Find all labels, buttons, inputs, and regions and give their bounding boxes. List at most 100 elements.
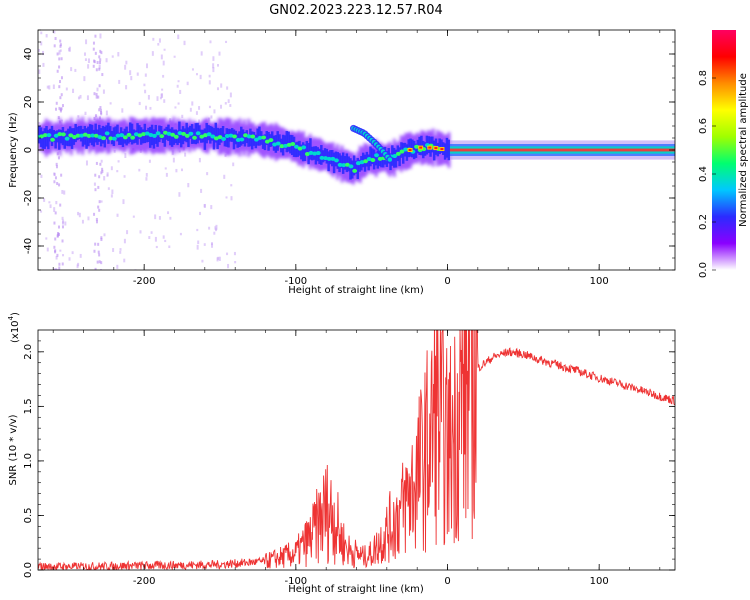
spectrogram-streak	[56, 52, 59, 56]
spectrogram-peak-dot	[399, 149, 405, 154]
spectrogram-ridge-cell	[240, 126, 243, 146]
spectrogram-streak	[59, 80, 62, 84]
spectrogram-noise	[230, 196, 233, 201]
spectrogram-ridge-cell	[354, 160, 358, 174]
snr-scale-label: (x10	[10, 320, 21, 343]
spectrogram-noise	[161, 88, 164, 91]
spectrogram-noise	[229, 104, 232, 107]
spectrogram-peak-dot	[195, 131, 201, 136]
spectrogram-noise	[71, 251, 74, 255]
spectrogram-peak-dot	[283, 143, 288, 148]
spectrogram-peak-dot	[395, 151, 401, 156]
colorbar-tick-label: 0.0	[698, 262, 709, 278]
spectrogram-noise	[99, 269, 102, 270]
spectrogram-ridge-cell	[163, 128, 167, 147]
spectrogram-ridge-cell	[252, 131, 256, 146]
spectrogram-ridge-cell	[152, 129, 156, 149]
spectrogram-streak	[53, 44, 56, 48]
spectrogram-streak	[56, 234, 59, 238]
y-tick-label: 2.0	[23, 344, 34, 360]
spectrogram-streak	[95, 114, 98, 118]
spectrogram-streak	[94, 267, 97, 270]
spectrogram-streak	[54, 176, 57, 180]
spectrogram-streak	[59, 96, 62, 100]
spectrogram-ridge-cell	[210, 126, 214, 141]
spectrogram-noise	[163, 48, 166, 51]
spectrogram-noise	[203, 243, 206, 246]
spectrogram-peak-dot	[163, 130, 168, 135]
spectrogram-peak-dot	[108, 136, 114, 141]
spectrogram-noise	[229, 92, 232, 98]
spectrogram-noise	[85, 39, 88, 45]
spectrogram-ridge-cell	[349, 158, 352, 180]
spectrogram-noise	[84, 111, 87, 115]
spectrogram-noise	[87, 58, 90, 64]
spectrogram-peak-dot	[370, 158, 376, 163]
spectrogram-noise	[40, 210, 43, 213]
spectrogram-noise	[177, 34, 180, 40]
spectrogram-ridge-cell	[338, 153, 341, 173]
spectrogram-ridge-cell	[50, 125, 54, 146]
spectrogram-marks	[38, 30, 675, 270]
x-tick-label: 0	[444, 576, 450, 587]
spectrogram-ridge-cell	[243, 132, 247, 147]
spectrogram-noise	[45, 34, 48, 38]
spectrogram-peak-dot	[53, 133, 59, 138]
spectrogram-streak	[55, 268, 58, 270]
spectrogram-noise	[110, 166, 113, 171]
spectrogram-noise	[165, 172, 168, 177]
spectrogram-ridge-cell	[332, 152, 336, 174]
spectrogram-noise	[154, 214, 157, 220]
spectrogram-peak-dot	[374, 153, 379, 158]
spectrogram-streak	[98, 200, 101, 204]
spectrogram-ridge-cell	[108, 126, 112, 140]
spectrogram-ridge-cell	[318, 148, 321, 165]
spectrogram-ridge-cell	[43, 128, 46, 149]
spectrogram-noise	[64, 221, 67, 226]
spectrogram-noise	[230, 184, 233, 187]
spectrogram-noise	[162, 74, 165, 78]
spectrogram-noise	[122, 199, 125, 205]
spectrogram-peak-dot	[199, 134, 205, 139]
spectrogram-noise	[145, 177, 148, 181]
spectrogram-streak	[61, 104, 64, 108]
spectrogram-streak	[100, 51, 103, 55]
spectrogram-noise	[38, 49, 41, 52]
spectrogram-noise	[174, 106, 177, 109]
spectrogram-streak	[61, 262, 64, 266]
spectrogram-noise	[164, 167, 167, 170]
spectrogram-noise	[118, 79, 121, 84]
spectrogram-peak-dot	[257, 135, 263, 140]
spectrogram-streak	[59, 44, 62, 48]
spectrogram-noise	[83, 52, 86, 56]
spectrogram-streak	[93, 116, 96, 120]
spectrogram-ridge-cell	[63, 131, 66, 149]
spectrogram-noise	[196, 228, 199, 232]
spectrogram-streak	[58, 266, 61, 270]
spectrogram-noise	[59, 49, 62, 52]
spectrogram-noise	[216, 87, 219, 91]
spectrogram-streak	[93, 212, 96, 216]
spectrogram-peak-dot	[90, 133, 95, 138]
spectrogram-streak	[57, 116, 60, 120]
spectrogram-noise	[59, 249, 62, 252]
snr-scale-close: )	[10, 312, 21, 316]
y-tick-label: -20	[23, 190, 34, 206]
spectrogram-ridge-cell	[358, 159, 361, 172]
spectrogram-ridge-cell	[232, 129, 236, 150]
spectrogram-peak-red	[434, 147, 438, 150]
spectrogram-noise	[227, 99, 230, 104]
spectrogram-noise	[43, 198, 46, 202]
spectrogram-noise	[189, 107, 192, 112]
figure-title: GN02.2023.223.12.57.R04	[269, 3, 443, 18]
spectrogram-noise	[199, 211, 202, 216]
spectrogram-streak	[58, 183, 61, 187]
spectrogram-noise	[220, 104, 223, 109]
spectrogram-streak	[56, 253, 59, 257]
spectrogram-tail-peak	[447, 148, 675, 152]
spectrogram-peak-dot	[112, 136, 117, 141]
spectrogram-noise	[209, 40, 212, 44]
spectrogram-ridge-cell	[134, 130, 137, 143]
spectrogram-noise	[198, 157, 201, 163]
